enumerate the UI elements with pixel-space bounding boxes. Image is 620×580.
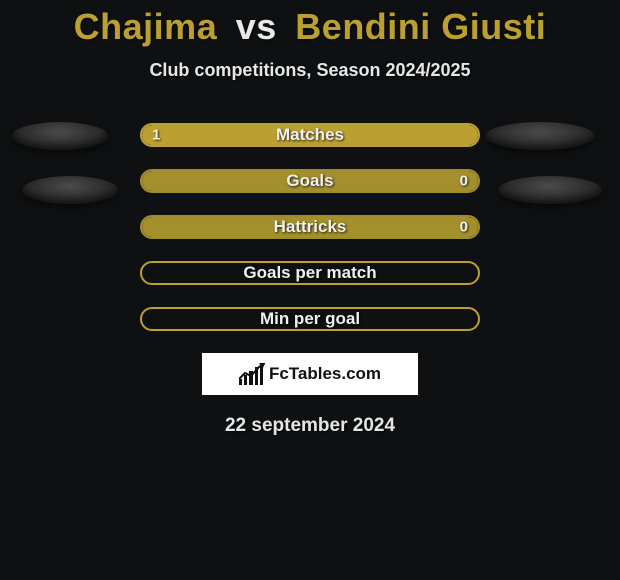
stat-label: Goals bbox=[286, 171, 333, 191]
logo-prefix: Fc bbox=[269, 364, 289, 383]
stat-right-value: 0 bbox=[460, 219, 468, 236]
stat-bar: Min per goal bbox=[140, 307, 480, 331]
stat-left-value: 1 bbox=[152, 127, 160, 144]
page-title: Chajima vs Bendini Giusti bbox=[74, 6, 547, 48]
player1-name: Chajima bbox=[74, 6, 218, 47]
stat-bar: Goals per match bbox=[140, 261, 480, 285]
date-label: 22 september 2024 bbox=[225, 415, 395, 437]
stat-bar: 0 Hattricks bbox=[140, 215, 480, 239]
logo-arrow-icon bbox=[239, 363, 265, 381]
background-ellipse bbox=[498, 176, 602, 204]
background-ellipse bbox=[22, 176, 118, 204]
fctables-logo: FcTables.com bbox=[202, 353, 418, 395]
logo-text: FcTables.com bbox=[269, 364, 381, 384]
stat-label: Matches bbox=[276, 125, 344, 145]
stat-label: Goals per match bbox=[243, 263, 376, 283]
background-ellipse bbox=[485, 122, 595, 150]
player2-name: Bendini Giusti bbox=[295, 6, 546, 47]
stat-label: Hattricks bbox=[274, 217, 347, 237]
stat-bar: 1 Matches bbox=[140, 123, 480, 147]
background-ellipse bbox=[12, 122, 108, 150]
root: Chajima vs Bendini Giusti Club competiti… bbox=[0, 0, 620, 437]
stat-label: Min per goal bbox=[260, 309, 360, 329]
logo-suffix: Tables.com bbox=[289, 364, 381, 383]
logo-chart-icon bbox=[239, 363, 263, 385]
subtitle: Club competitions, Season 2024/2025 bbox=[149, 60, 470, 81]
stats-bars: 1 Matches 0 Goals 0 Hattricks Goals per match M… bbox=[140, 123, 480, 331]
stat-bar: 0 Goals bbox=[140, 169, 480, 193]
vs-label: vs bbox=[236, 6, 277, 47]
stat-right-value: 0 bbox=[460, 173, 468, 190]
